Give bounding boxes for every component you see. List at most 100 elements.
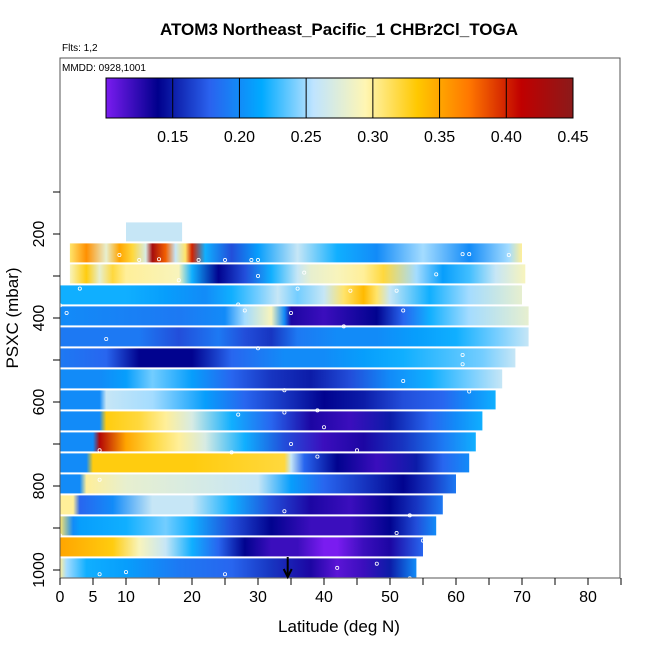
x-tick-label: 0 bbox=[56, 589, 65, 606]
sample-point bbox=[354, 448, 359, 453]
sample-point bbox=[222, 258, 227, 263]
x-tick-label: 20 bbox=[183, 589, 201, 606]
sample-point bbox=[460, 362, 465, 367]
sample-point bbox=[302, 270, 307, 275]
sample-point bbox=[506, 252, 511, 257]
marker-arrow-head bbox=[282, 568, 293, 580]
data-band bbox=[60, 516, 437, 536]
y-tick-label: 400 bbox=[31, 305, 48, 332]
sample-point bbox=[236, 412, 241, 417]
sample-point bbox=[316, 581, 319, 584]
data-band bbox=[60, 348, 516, 368]
x-tick-label: 40 bbox=[315, 589, 333, 606]
sample-point bbox=[229, 450, 234, 455]
colorbar-tick-label: 0.45 bbox=[557, 129, 588, 146]
chart-title: ATOM3 Northeast_Pacific_1 CHBr2Cl_TOGA bbox=[160, 20, 518, 39]
data-band bbox=[60, 285, 522, 305]
y-tick-label: 600 bbox=[31, 389, 48, 416]
sample-point bbox=[467, 252, 472, 257]
data-band bbox=[126, 222, 183, 242]
x-tick-label: 60 bbox=[447, 589, 465, 606]
data-band bbox=[60, 453, 470, 473]
data-band bbox=[69, 243, 523, 263]
sample-point bbox=[460, 252, 465, 257]
plot-area bbox=[60, 222, 529, 584]
sample-point bbox=[77, 286, 82, 291]
y-axis: 200 400 600 800 1000 bbox=[31, 191, 60, 588]
x-axis: 0 5 10 20 30 40 50 60 70 80 bbox=[56, 578, 622, 606]
sample-point bbox=[321, 425, 326, 430]
sample-point bbox=[401, 308, 406, 313]
data-band bbox=[60, 327, 529, 347]
sample-point bbox=[374, 561, 379, 566]
colorbar-tick-label: 0.40 bbox=[491, 129, 522, 146]
sample-point bbox=[407, 513, 412, 518]
x-axis-title: Latitude (deg N) bbox=[278, 617, 400, 636]
y-tick-label: 800 bbox=[31, 473, 48, 500]
data-band bbox=[60, 474, 456, 494]
data-band bbox=[60, 558, 417, 578]
sample-point bbox=[156, 257, 161, 262]
sample-point bbox=[196, 258, 201, 263]
data-band bbox=[69, 264, 526, 284]
sample-point bbox=[64, 310, 69, 315]
sample-point bbox=[242, 308, 247, 313]
sample-point bbox=[341, 324, 346, 329]
colorbar: 0.15 0.20 0.25 0.30 0.35 0.40 0.45 bbox=[105, 77, 589, 146]
sample-point bbox=[249, 258, 254, 263]
sample-point bbox=[348, 288, 353, 293]
date-note: MMDD: 0928,1001 bbox=[62, 63, 146, 74]
colorbar-tick-label: 0.25 bbox=[291, 129, 322, 146]
sample-point bbox=[282, 388, 287, 393]
sample-point bbox=[282, 410, 287, 415]
sample-point bbox=[222, 572, 227, 577]
sample-point bbox=[137, 258, 142, 263]
x-tick-label: 80 bbox=[579, 589, 597, 606]
sample-point bbox=[97, 448, 102, 453]
sample-point bbox=[236, 302, 241, 307]
sample-point bbox=[255, 346, 260, 351]
sample-point bbox=[434, 272, 439, 277]
sample-point bbox=[288, 310, 293, 315]
sample-point bbox=[124, 570, 129, 575]
x-tick-label: 5 bbox=[89, 589, 98, 606]
data-band bbox=[60, 537, 423, 557]
y-tick-label: 1000 bbox=[31, 552, 48, 588]
sample-point bbox=[255, 273, 260, 278]
colorbar-tick-label: 0.30 bbox=[357, 129, 388, 146]
colorbar-gradient bbox=[105, 77, 574, 119]
sample-point bbox=[295, 286, 300, 291]
y-tick-label: 200 bbox=[31, 221, 48, 248]
data-band bbox=[60, 306, 529, 326]
y-axis-title: PSXC (mbar) bbox=[3, 267, 22, 368]
sample-point bbox=[315, 454, 320, 459]
sample-point bbox=[104, 336, 109, 341]
sample-point bbox=[282, 509, 287, 514]
data-band bbox=[60, 411, 483, 431]
colorbar-tick-label: 0.15 bbox=[157, 129, 188, 146]
sample-point bbox=[117, 252, 122, 257]
sample-point bbox=[255, 258, 260, 263]
sample-point bbox=[97, 572, 102, 577]
sample-point bbox=[467, 389, 472, 394]
sample-point bbox=[420, 538, 425, 543]
data-band bbox=[60, 369, 503, 389]
flights-note: Flts: 1,2 bbox=[62, 43, 98, 54]
sample-point bbox=[520, 362, 525, 367]
data-band bbox=[60, 432, 476, 452]
x-tick-label: 70 bbox=[513, 589, 531, 606]
sample-point bbox=[401, 378, 406, 383]
sample-point bbox=[288, 441, 293, 446]
x-tick-label: 10 bbox=[117, 589, 135, 606]
x-tick-label: 50 bbox=[381, 589, 399, 606]
colorbar-tick-label: 0.20 bbox=[224, 129, 255, 146]
sample-point bbox=[97, 477, 102, 482]
sample-point bbox=[460, 352, 465, 357]
sample-point bbox=[394, 531, 399, 536]
x-tick-label: 30 bbox=[249, 589, 267, 606]
sample-point bbox=[176, 278, 181, 283]
data-band bbox=[60, 390, 496, 410]
sample-point bbox=[394, 288, 399, 293]
data-band bbox=[60, 495, 443, 515]
